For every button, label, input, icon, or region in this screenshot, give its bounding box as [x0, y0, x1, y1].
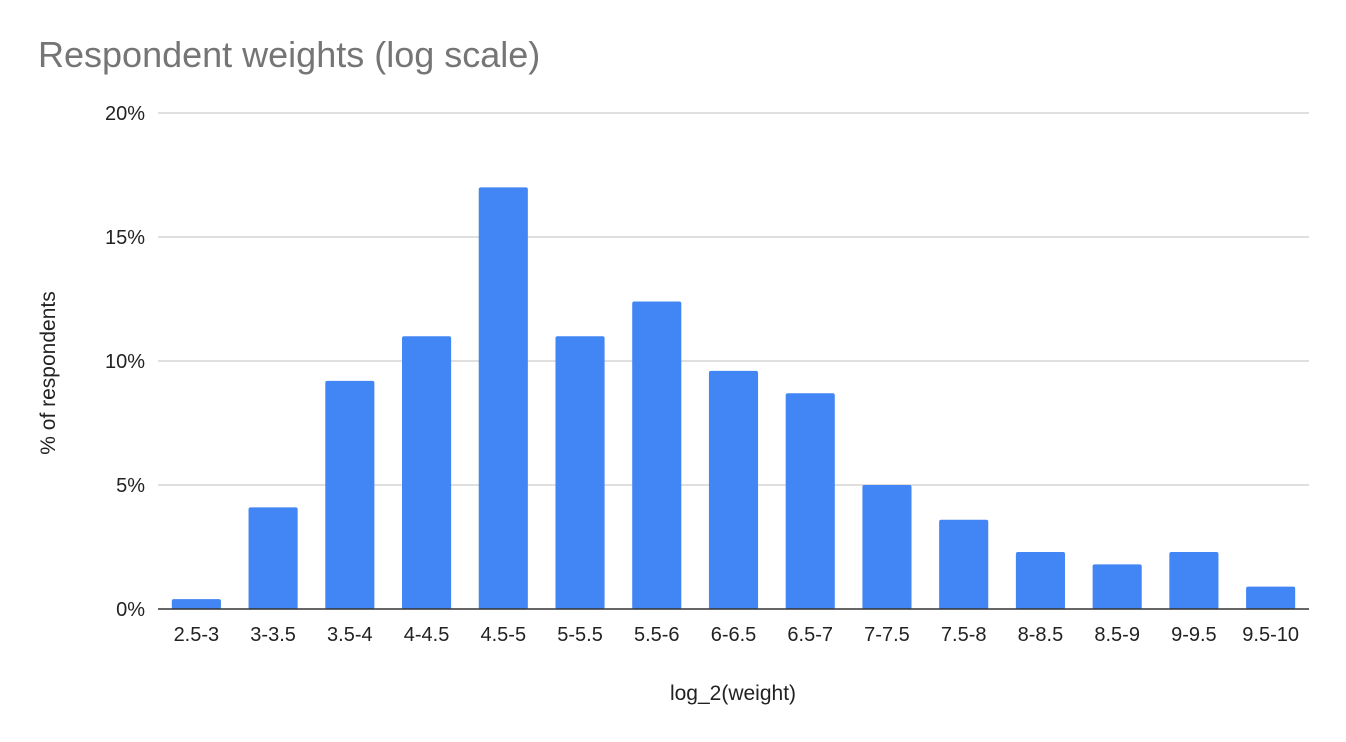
x-tick-label: 9.5-10 — [1242, 624, 1299, 646]
x-tick-label: 4-4.5 — [404, 624, 450, 646]
x-tick-label: 5-5.5 — [557, 624, 603, 646]
chart-title: Respondent weights (log scale) — [38, 34, 541, 75]
y-tick-label: 5% — [116, 475, 145, 497]
x-tick-label: 7.5-8 — [941, 624, 987, 646]
bar-6.5-7 — [785, 393, 835, 609]
x-tick-label: 6-6.5 — [711, 624, 757, 646]
x-tick-label: 6.5-7 — [787, 624, 833, 646]
x-tick-label: 4.5-5 — [481, 624, 527, 646]
bar-5-5.5 — [555, 336, 605, 609]
x-axis-tick-labels: 2.5-3 3-3.5 3.5-4 4-4.5 4.5-5 5-5.5 5.5-6 6-6.5… — [174, 624, 1299, 646]
bar-3-3.5 — [248, 507, 298, 609]
x-tick-label: 5.5-6 — [634, 624, 680, 646]
bar-2.5-3 — [171, 599, 221, 609]
y-tick-label: 20% — [105, 103, 145, 125]
bar-3.5-4 — [325, 380, 375, 609]
y-tick-label: 0% — [116, 599, 145, 621]
y-tick-label: 10% — [105, 351, 145, 373]
bar-6-6.5 — [708, 370, 759, 609]
bar-9-9.5 — [1169, 551, 1219, 609]
x-tick-label: 8.5-9 — [1094, 624, 1140, 646]
bar-8-8.5 — [1015, 551, 1065, 609]
bars — [171, 187, 1296, 609]
y-tick-label: 15% — [105, 227, 145, 249]
x-axis-title: log_2(weight) — [670, 682, 796, 705]
bar-8.5-9 — [1092, 564, 1142, 609]
bar-4-4.5 — [402, 336, 452, 609]
bar-9.5-10 — [1246, 586, 1296, 609]
x-tick-label: 7-7.5 — [864, 624, 910, 646]
x-tick-label: 3-3.5 — [250, 624, 296, 646]
bar-4.5-5 — [478, 187, 528, 609]
bar-5.5-6 — [632, 301, 682, 609]
y-axis-tick-labels: 0% 5% 10% 15% 20% — [105, 103, 145, 621]
x-tick-label: 3.5-4 — [327, 624, 373, 646]
x-tick-label: 2.5-3 — [174, 624, 220, 646]
bar-7-7.5 — [862, 485, 912, 609]
x-tick-label: 9-9.5 — [1171, 624, 1217, 646]
bar-7.5-8 — [939, 519, 989, 609]
y-axis-title: % of respondents — [37, 291, 60, 454]
x-tick-label: 8-8.5 — [1018, 624, 1064, 646]
